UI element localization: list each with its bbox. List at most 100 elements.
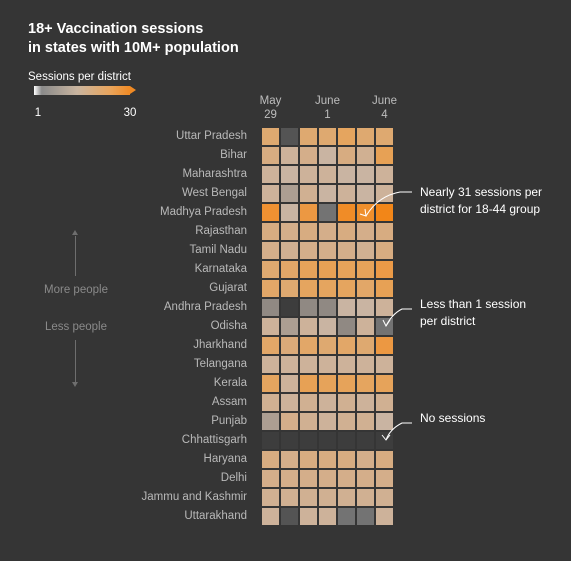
heatmap-cell-punjab-3 bbox=[319, 413, 336, 430]
heatmap-cell-karnataka-0 bbox=[262, 261, 279, 278]
heatmap-cell-gujarat-5 bbox=[357, 280, 374, 297]
annotation-high: Nearly 31 sessions per district for 18-4… bbox=[420, 184, 542, 218]
state-label-odisha: Odisha bbox=[210, 320, 247, 332]
heatmap-cell-andhra-pradesh-6 bbox=[376, 299, 393, 316]
heatmap-cell-delhi-0 bbox=[262, 470, 279, 487]
heatmap-cell-madhya-pradesh-2 bbox=[300, 204, 317, 221]
heatmap-cell-telangana-5 bbox=[357, 356, 374, 373]
heatmap-cell-uttar-pradesh-5 bbox=[357, 128, 374, 145]
heatmap-cell-west-bengal-4 bbox=[338, 185, 355, 202]
heatmap-cell-jharkhand-5 bbox=[357, 337, 374, 354]
heatmap-cell-bihar-5 bbox=[357, 147, 374, 164]
heatmap-cell-karnataka-1 bbox=[281, 261, 298, 278]
heatmap-cell-chhattisgarh-0 bbox=[262, 432, 279, 449]
heatmap-cell-uttar-pradesh-2 bbox=[300, 128, 317, 145]
heatmap-cell-gujarat-1 bbox=[281, 280, 298, 297]
heatmap-cell-uttar-pradesh-6 bbox=[376, 128, 393, 145]
heatmap-cell-jharkhand-4 bbox=[338, 337, 355, 354]
heatmap-cell-bihar-0 bbox=[262, 147, 279, 164]
heatmap-cell-telangana-0 bbox=[262, 356, 279, 373]
heatmap-cell-haryana-1 bbox=[281, 451, 298, 468]
heatmap-cell-chhattisgarh-5 bbox=[357, 432, 374, 449]
heatmap-cell-punjab-2 bbox=[300, 413, 317, 430]
heatmap-cell-uttar-pradesh-3 bbox=[319, 128, 336, 145]
heatmap-cell-andhra-pradesh-4 bbox=[338, 299, 355, 316]
annotation-high-line-1: Nearly 31 sessions per bbox=[420, 185, 543, 199]
heatmap-cell-tamil-nadu-3 bbox=[319, 242, 336, 259]
heatmap-cell-uttar-pradesh-1 bbox=[281, 128, 298, 145]
heatmap-cell-maharashtra-4 bbox=[338, 166, 355, 183]
heatmap-cell-tamil-nadu-4 bbox=[338, 242, 355, 259]
heatmap-cell-andhra-pradesh-5 bbox=[357, 299, 374, 316]
heatmap-cell-tamil-nadu-6 bbox=[376, 242, 393, 259]
state-label-jammu-and-kashmir: Jammu and Kashmir bbox=[141, 491, 247, 503]
x-tick-label-2: June 4 bbox=[372, 95, 397, 121]
less-people-line bbox=[75, 340, 76, 382]
heatmap-cell-madhya-pradesh-1 bbox=[281, 204, 298, 221]
state-label-tamil-nadu: Tamil Nadu bbox=[189, 244, 247, 256]
heatmap-cell-kerala-5 bbox=[357, 375, 374, 392]
heatmap-cell-madhya-pradesh-3 bbox=[319, 204, 336, 221]
heatmap-cell-uttar-pradesh-0 bbox=[262, 128, 279, 145]
heatmap-cell-jammu-and-kashmir-0 bbox=[262, 489, 279, 506]
heatmap-cell-delhi-5 bbox=[357, 470, 374, 487]
heatmap-cell-haryana-4 bbox=[338, 451, 355, 468]
state-label-telangana: Telangana bbox=[193, 358, 247, 370]
heatmap-cell-tamil-nadu-0 bbox=[262, 242, 279, 259]
heatmap-cell-odisha-2 bbox=[300, 318, 317, 335]
more-people-label: More people bbox=[44, 284, 108, 296]
heatmap-cell-odisha-3 bbox=[319, 318, 336, 335]
heatmap-cell-andhra-pradesh-3 bbox=[319, 299, 336, 316]
x-tick-label-1: June 1 bbox=[315, 95, 340, 121]
heatmap-cell-tamil-nadu-5 bbox=[357, 242, 374, 259]
heatmap-cell-jammu-and-kashmir-3 bbox=[319, 489, 336, 506]
heatmap-cell-west-bengal-1 bbox=[281, 185, 298, 202]
heatmap-cell-jammu-and-kashmir-5 bbox=[357, 489, 374, 506]
heatmap-cell-punjab-0 bbox=[262, 413, 279, 430]
heatmap-cell-madhya-pradesh-4 bbox=[338, 204, 355, 221]
heatmap-cell-uttarakhand-4 bbox=[338, 508, 355, 525]
heatmap-cell-assam-5 bbox=[357, 394, 374, 411]
legend-arrow-icon bbox=[130, 86, 136, 94]
heatmap-cell-andhra-pradesh-0 bbox=[262, 299, 279, 316]
heatmap-cell-maharashtra-0 bbox=[262, 166, 279, 183]
heatmap-cell-gujarat-6 bbox=[376, 280, 393, 297]
heatmap-cell-bihar-6 bbox=[376, 147, 393, 164]
heatmap-cell-rajasthan-1 bbox=[281, 223, 298, 240]
heatmap-cell-uttarakhand-6 bbox=[376, 508, 393, 525]
legend-max-label: 30 bbox=[123, 107, 137, 119]
chart-title-line-1: 18+ Vaccination sessions bbox=[28, 21, 204, 37]
heatmap-cell-bihar-3 bbox=[319, 147, 336, 164]
heatmap-cell-kerala-1 bbox=[281, 375, 298, 392]
legend-min-label: 1 bbox=[34, 107, 42, 119]
heatmap-cell-west-bengal-0 bbox=[262, 185, 279, 202]
heatmap-cell-rajasthan-6 bbox=[376, 223, 393, 240]
heatmap-cell-rajasthan-5 bbox=[357, 223, 374, 240]
heatmap-cell-maharashtra-5 bbox=[357, 166, 374, 183]
heatmap-cell-telangana-2 bbox=[300, 356, 317, 373]
legend-color-scale bbox=[34, 86, 130, 95]
state-label-gujarat: Gujarat bbox=[209, 282, 247, 294]
state-label-madhya-pradesh: Madhya Pradesh bbox=[160, 206, 247, 218]
legend-title: Sessions per district bbox=[28, 71, 131, 83]
heatmap-cell-telangana-3 bbox=[319, 356, 336, 373]
heatmap-cell-telangana-6 bbox=[376, 356, 393, 373]
state-label-assam: Assam bbox=[211, 396, 247, 408]
state-label-kerala: Kerala bbox=[213, 377, 247, 389]
heatmap-cell-jammu-and-kashmir-2 bbox=[300, 489, 317, 506]
heatmap-cell-odisha-0 bbox=[262, 318, 279, 335]
heatmap-cell-maharashtra-6 bbox=[376, 166, 393, 183]
heatmap-cell-jharkhand-2 bbox=[300, 337, 317, 354]
heatmap-cell-chhattisgarh-4 bbox=[338, 432, 355, 449]
heatmap-cell-jammu-and-kashmir-1 bbox=[281, 489, 298, 506]
heatmap-cell-odisha-5 bbox=[357, 318, 374, 335]
state-label-rajasthan: Rajasthan bbox=[195, 225, 247, 237]
state-label-uttar-pradesh: Uttar Pradesh bbox=[176, 130, 247, 142]
heatmap-cell-delhi-3 bbox=[319, 470, 336, 487]
annotation-low: Less than 1 session per district bbox=[420, 296, 526, 330]
arrow-up-icon bbox=[72, 230, 78, 235]
chart-title: 18+ Vaccination sessions in states with … bbox=[28, 20, 239, 58]
heatmap-cell-telangana-1 bbox=[281, 356, 298, 373]
heatmap-cell-madhya-pradesh-6 bbox=[376, 204, 393, 221]
heatmap-cell-kerala-2 bbox=[300, 375, 317, 392]
